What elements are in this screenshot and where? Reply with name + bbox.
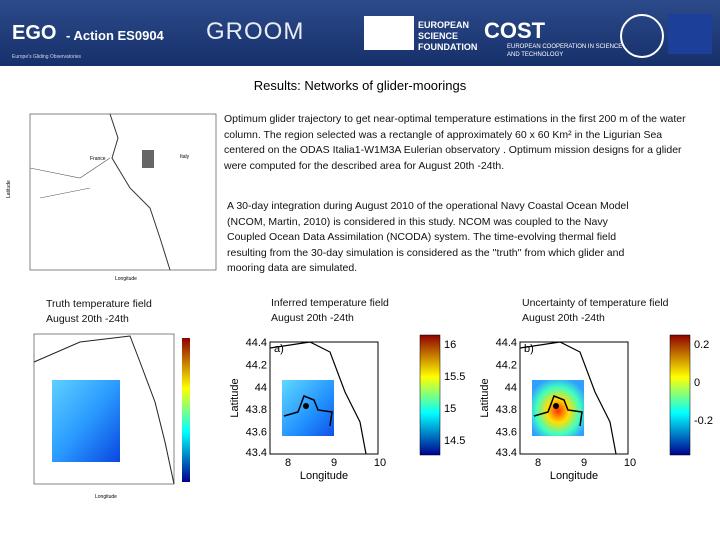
y-tick-label: 44 xyxy=(255,382,267,394)
ego-sub: Europe's Gliding Observatories xyxy=(12,54,82,60)
x-tick-label: 8 xyxy=(535,457,541,469)
caption: Inferred temperature field August 20th -2… xyxy=(271,296,389,326)
paragraph: Optimum glider trajectory to get near-op… xyxy=(224,113,686,172)
y-tick-label: 43.6 xyxy=(496,427,517,439)
top-map: France Italy Latitude Longitude xyxy=(6,113,217,282)
y-axis-label: Latitude xyxy=(479,378,491,417)
esf-logo: EUROPEAN SCIENCE FOUNDATION xyxy=(418,20,478,52)
x-tick-label: 10 xyxy=(374,457,386,469)
cost-sub: EUROPEAN COOPERATION IN SCIENCE AND TECH… xyxy=(507,44,623,58)
paragraph: A 30-day integration during August 2010 … xyxy=(227,200,629,274)
caption-line: August 20th -24th xyxy=(46,313,129,325)
x-tick-label: 9 xyxy=(331,457,337,469)
y-tick-label: 44.2 xyxy=(496,359,517,371)
caption-line: August 20th -24th xyxy=(271,312,354,324)
x-tick-label: 10 xyxy=(624,457,636,469)
trajectory xyxy=(533,395,583,427)
y-tick-label: 44.2 xyxy=(246,359,267,371)
action: - Action ES0904 xyxy=(66,28,164,43)
y-tick-label: 43.8 xyxy=(246,404,267,416)
mooring xyxy=(553,403,559,409)
map-label: France xyxy=(90,156,106,162)
caption: Truth temperature field August 20th -24th xyxy=(46,297,152,327)
caption-line: Truth temperature field xyxy=(46,298,152,310)
trajectory xyxy=(283,395,333,427)
fp7-logo xyxy=(364,16,414,50)
ego-logo: EGO xyxy=(12,22,57,44)
colorbar-label: 15 xyxy=(444,403,456,415)
axis-label: Longitude xyxy=(115,276,137,282)
coastline xyxy=(519,341,617,455)
cost-logo: COST xyxy=(484,18,546,43)
globe-logo xyxy=(620,14,664,58)
caption-line: Uncertainty of temperature field xyxy=(522,297,669,309)
x-tick-label: 9 xyxy=(581,457,587,469)
axis-label: Latitude xyxy=(6,180,12,198)
header-band xyxy=(0,0,720,66)
colorbar-label: 0.2 xyxy=(694,339,709,351)
y-tick-label: 44.4 xyxy=(246,337,267,349)
truth-map: Longitude xyxy=(33,333,190,500)
colorbar xyxy=(669,334,691,456)
caption-line: Inferred temperature field xyxy=(271,297,389,309)
x-tick-label: 8 xyxy=(285,457,291,469)
inferred-plot: a) 44.4 44.2 44 43.8 43.6 43.4 8 9 10 Latitude Long… xyxy=(229,334,465,482)
axis-label: Longitude xyxy=(95,494,117,500)
colorbar-label: 16 xyxy=(444,339,456,351)
groom-logo: GROOM xyxy=(206,18,305,45)
colorbar-label: 14.5 xyxy=(444,435,465,447)
x-axis-label: Longitude xyxy=(550,470,598,482)
y-tick-label: 43.6 xyxy=(246,427,267,439)
caption: Uncertainty of temperature field August 2… xyxy=(522,296,669,326)
colorbar-label: -0.2 xyxy=(694,415,713,427)
y-tick-label: 44.4 xyxy=(496,337,517,349)
panel-tag: a) xyxy=(274,343,284,355)
y-tick-label: 43.4 xyxy=(246,447,267,459)
y-axis-label: Latitude xyxy=(229,378,241,417)
y-tick-label: 43.4 xyxy=(496,447,517,459)
colorbar-label: 0 xyxy=(694,377,700,389)
caption-line: August 20th -24th xyxy=(522,312,605,324)
map-label: Italy xyxy=(180,154,190,160)
mooring xyxy=(303,403,309,409)
uncertainty-plot: b) 44.4 44.2 44 43.8 43.6 43.4 8 9 10 Latitude Long… xyxy=(479,334,713,482)
colorbar-label: 15.5 xyxy=(444,371,465,383)
colorbar xyxy=(419,334,441,456)
title: Results: Networks of glider-moorings xyxy=(253,78,467,93)
x-axis-label: Longitude xyxy=(300,470,348,482)
coastline xyxy=(269,341,367,455)
y-tick-label: 43.8 xyxy=(496,404,517,416)
y-tick-label: 44 xyxy=(505,382,517,394)
eu-flag xyxy=(668,14,712,54)
panel-tag: b) xyxy=(524,343,534,355)
